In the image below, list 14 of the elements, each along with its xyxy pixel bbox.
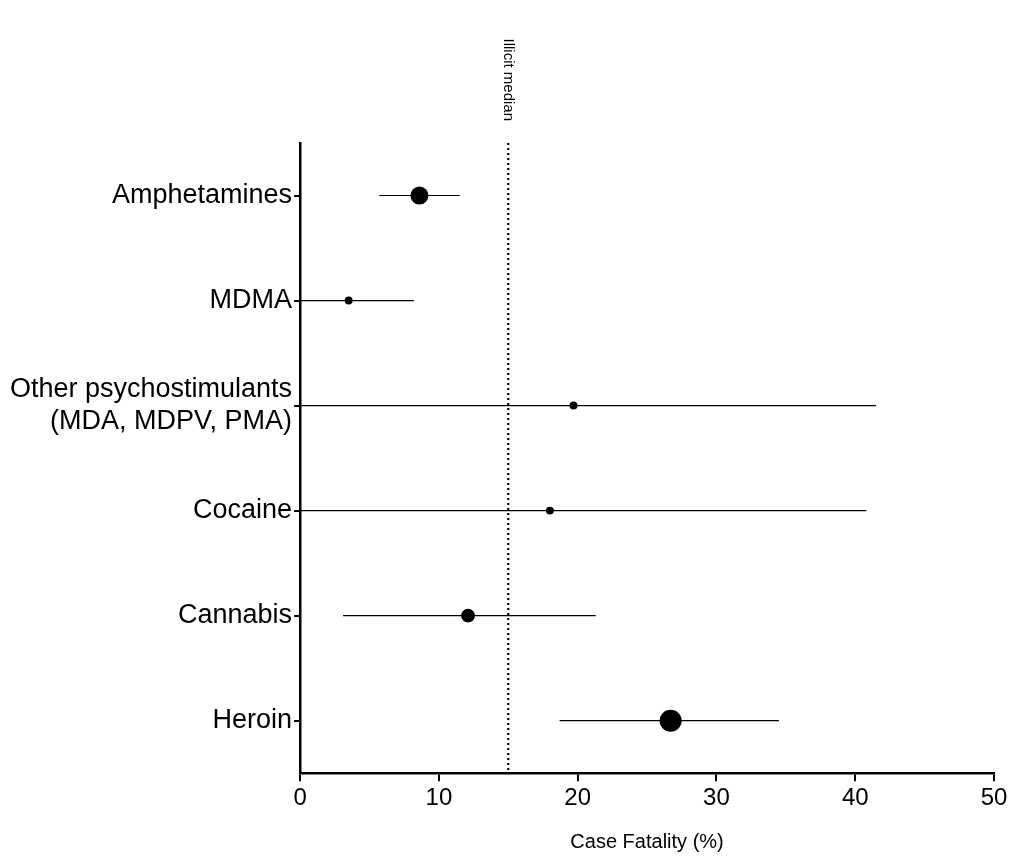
x-tick-label: 50 (980, 783, 1008, 811)
y-tick-label: Heroin (212, 704, 293, 735)
ref-line-label: Illicit median (501, 38, 519, 121)
x-tick-label: 0 (293, 783, 307, 811)
y-tick-label: Amphetamines (112, 178, 293, 209)
x-tick-label: 20 (564, 783, 592, 811)
x-tick-label: 10 (425, 783, 453, 811)
y-tick-label: Cocaine (193, 494, 293, 525)
y-tick-label: Other psychostimulants (MDA, MDPV, PMA) (9, 372, 293, 436)
y-tick-label: MDMA (209, 284, 293, 314)
x-tick-label: 40 (841, 783, 869, 811)
y-tick-label: Cannabis (178, 599, 293, 630)
x-tick-label: 30 (703, 783, 730, 811)
x-axis-title: Case Fatality (%) (570, 829, 724, 852)
